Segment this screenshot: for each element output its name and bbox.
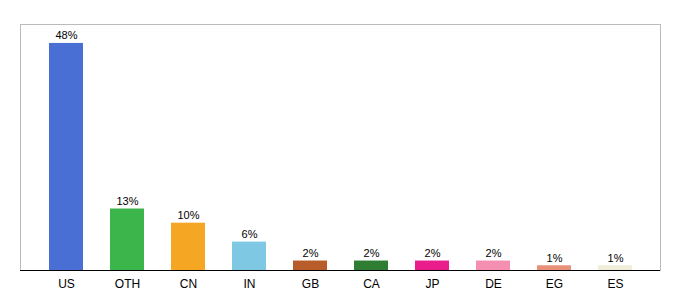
svg-text:OTH: OTH	[115, 277, 140, 291]
svg-text:2%: 2%	[364, 247, 380, 259]
svg-text:EG: EG	[546, 277, 563, 291]
svg-text:2%: 2%	[425, 247, 441, 259]
svg-text:6%: 6%	[242, 228, 258, 240]
svg-text:US: US	[58, 277, 75, 291]
svg-text:CN: CN	[180, 277, 197, 291]
svg-text:10%: 10%	[177, 209, 199, 221]
svg-text:DE: DE	[485, 277, 502, 291]
svg-text:2%: 2%	[303, 247, 319, 259]
svg-text:ES: ES	[607, 277, 623, 291]
svg-text:48%: 48%	[55, 29, 77, 41]
svg-text:1%: 1%	[608, 252, 624, 264]
svg-text:2%: 2%	[486, 247, 502, 259]
svg-text:CA: CA	[363, 277, 380, 291]
svg-text:1%: 1%	[547, 252, 563, 264]
svg-text:GB: GB	[302, 277, 319, 291]
svg-text:IN: IN	[244, 277, 256, 291]
svg-text:JP: JP	[425, 277, 439, 291]
svg-text:13%: 13%	[116, 195, 138, 207]
